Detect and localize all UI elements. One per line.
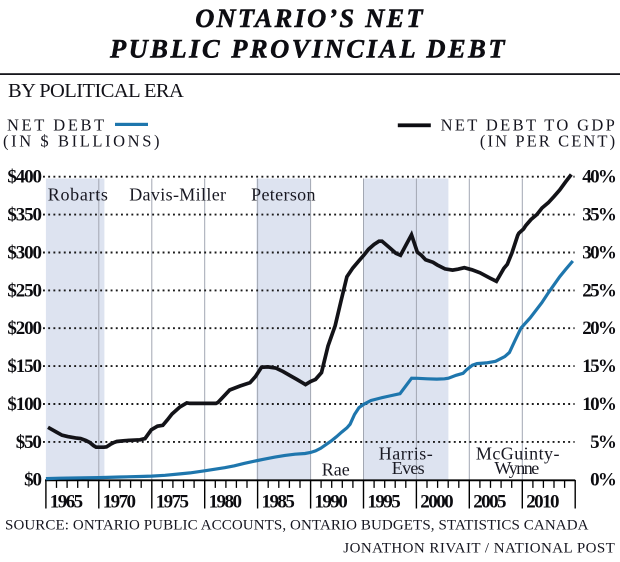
svg-text:$200: $200	[7, 318, 41, 339]
svg-text:2005: 2005	[473, 491, 506, 512]
svg-text:Eves: Eves	[392, 458, 425, 478]
svg-text:1980: 1980	[209, 491, 242, 512]
svg-text:Wynne: Wynne	[494, 458, 539, 478]
svg-text:$300: $300	[7, 242, 41, 263]
svg-text:$400: $400	[7, 167, 41, 188]
svg-text:1995: 1995	[367, 491, 400, 512]
svg-text:35%: 35%	[582, 205, 616, 226]
svg-text:2000: 2000	[420, 491, 453, 512]
svg-text:2010: 2010	[526, 491, 559, 512]
svg-text:NET DEBT: NET DEBT	[7, 116, 107, 135]
svg-text:$0: $0	[24, 470, 41, 491]
svg-text:20%: 20%	[582, 318, 616, 339]
svg-text:BY POLITICAL ERA: BY POLITICAL ERA	[8, 80, 184, 102]
svg-text:JONATHON RIVAIT / NATIONAL POS: JONATHON RIVAIT / NATIONAL POST	[343, 541, 615, 557]
svg-text:5%: 5%	[590, 432, 616, 453]
svg-text:0%: 0%	[590, 470, 616, 491]
svg-text:1970: 1970	[103, 491, 136, 512]
svg-text:$100: $100	[7, 394, 41, 415]
svg-text:ONTARIO’S NET: ONTARIO’S NET	[195, 3, 425, 33]
svg-text:30%: 30%	[582, 242, 616, 263]
svg-text:PUBLIC PROVINCIAL DEBT: PUBLIC PROVINCIAL DEBT	[109, 34, 507, 64]
svg-text:Davis-Miller: Davis-Miller	[129, 185, 226, 205]
svg-text:Peterson: Peterson	[251, 185, 316, 205]
svg-text:Robarts: Robarts	[48, 185, 109, 205]
svg-text:10%: 10%	[582, 394, 616, 415]
svg-text:Harris-: Harris-	[379, 444, 433, 464]
svg-text:25%: 25%	[582, 280, 616, 301]
svg-text:1990: 1990	[314, 491, 347, 512]
svg-text:(IN PER CENT): (IN PER CENT)	[480, 132, 617, 151]
svg-text:McGuinty-: McGuinty-	[476, 444, 560, 464]
svg-text:1965: 1965	[50, 491, 83, 512]
svg-text:(IN $ BILLIONS): (IN $ BILLIONS)	[3, 132, 162, 151]
svg-text:SOURCE: ONTARIO PUBLIC ACCOUNT: SOURCE: ONTARIO PUBLIC ACCOUNTS, ONTARIO…	[5, 518, 589, 534]
svg-text:$250: $250	[7, 280, 41, 301]
svg-text:15%: 15%	[582, 356, 616, 377]
svg-text:$150: $150	[7, 356, 41, 377]
svg-text:1985: 1985	[262, 491, 295, 512]
svg-text:$50: $50	[16, 432, 42, 453]
svg-text:Rae: Rae	[322, 460, 350, 480]
svg-text:NET DEBT TO GDP: NET DEBT TO GDP	[441, 116, 618, 135]
svg-text:40%: 40%	[582, 167, 616, 188]
svg-text:$350: $350	[7, 205, 41, 226]
svg-text:1975: 1975	[156, 491, 189, 512]
